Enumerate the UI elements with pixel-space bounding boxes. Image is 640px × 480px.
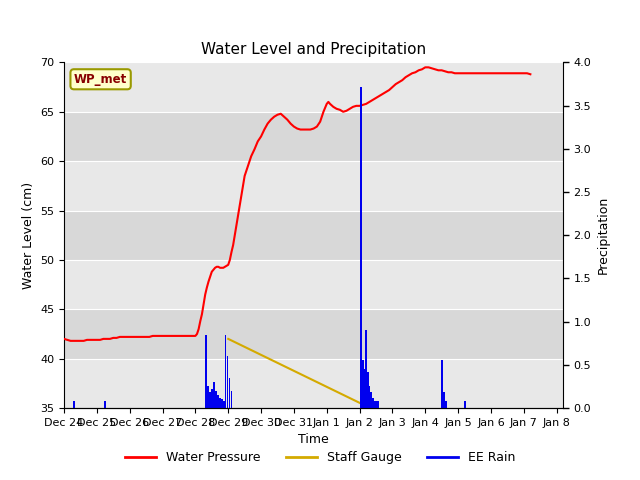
- Bar: [228, 378, 230, 408]
- Bar: [364, 369, 365, 408]
- Title: Water Level and Precipitation: Water Level and Precipitation: [201, 42, 426, 57]
- Bar: [64, 211, 563, 260]
- Bar: [372, 397, 374, 408]
- Bar: [64, 309, 563, 359]
- Bar: [209, 393, 211, 408]
- Bar: [443, 393, 445, 408]
- Y-axis label: Water Level (cm): Water Level (cm): [22, 181, 35, 289]
- Bar: [230, 391, 232, 408]
- Bar: [370, 393, 372, 408]
- X-axis label: Time: Time: [298, 433, 329, 446]
- Bar: [207, 386, 209, 408]
- Y-axis label: Precipitation: Precipitation: [597, 196, 610, 275]
- Bar: [104, 401, 106, 408]
- Bar: [445, 401, 447, 408]
- Bar: [464, 401, 465, 408]
- Bar: [360, 86, 362, 408]
- Bar: [374, 401, 375, 408]
- Bar: [441, 360, 443, 408]
- Bar: [213, 382, 214, 408]
- Bar: [377, 401, 378, 408]
- Bar: [362, 360, 364, 408]
- Bar: [365, 330, 367, 408]
- Bar: [219, 397, 221, 408]
- Bar: [375, 401, 377, 408]
- Bar: [64, 359, 563, 408]
- Bar: [73, 401, 75, 408]
- Bar: [223, 401, 225, 408]
- Text: WP_met: WP_met: [74, 73, 127, 86]
- Bar: [367, 372, 369, 408]
- Bar: [64, 62, 563, 112]
- Bar: [215, 391, 216, 408]
- Bar: [217, 395, 219, 408]
- Bar: [369, 386, 371, 408]
- Bar: [205, 335, 207, 408]
- Bar: [64, 260, 563, 309]
- Bar: [225, 335, 227, 408]
- Bar: [64, 112, 563, 161]
- Bar: [211, 389, 212, 408]
- Legend: Water Pressure, Staff Gauge, EE Rain: Water Pressure, Staff Gauge, EE Rain: [120, 446, 520, 469]
- Bar: [64, 161, 563, 211]
- Bar: [227, 356, 228, 408]
- Bar: [221, 399, 223, 408]
